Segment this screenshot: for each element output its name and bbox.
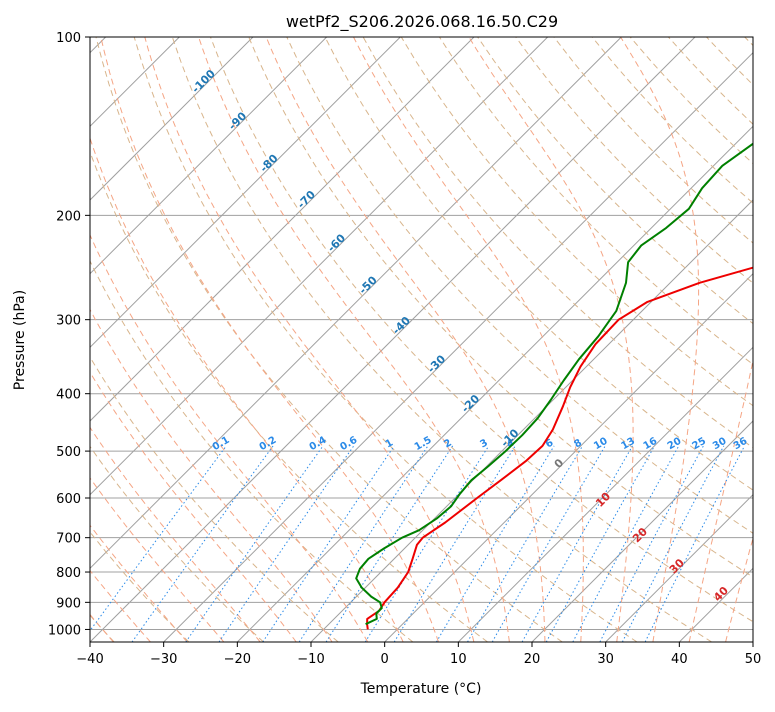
y-tick-label: 200 (56, 209, 81, 224)
x-tick-label: −30 (150, 652, 177, 667)
y-tick-label: 100 (56, 31, 81, 46)
x-tick-label: 40 (671, 652, 688, 667)
y-tick-label: 700 (56, 532, 81, 547)
x-tick-label: −10 (297, 652, 324, 667)
y-tick-label: 400 (56, 388, 81, 403)
x-tick-label: 50 (745, 652, 762, 667)
y-tick-label: 900 (56, 596, 81, 611)
x-tick-label: −40 (76, 652, 103, 667)
x-tick-label: 30 (597, 652, 614, 667)
y-tick-label: 600 (56, 492, 81, 507)
y-tick-label: 800 (56, 566, 81, 581)
x-tick-label: 0 (381, 652, 389, 667)
x-tick-label: −20 (224, 652, 251, 667)
chart-title: wetPf2_S206.2026.068.16.50.C29 (286, 12, 558, 32)
y-tick-label: 300 (56, 314, 81, 329)
y-tick-label: 1000 (48, 623, 81, 638)
x-axis-label: Temperature (°C) (360, 681, 482, 697)
x-tick-label: 20 (524, 652, 541, 667)
y-tick-label: 500 (56, 445, 81, 460)
y-axis-label: Pressure (hPa) (12, 290, 28, 390)
x-tick-label: 10 (450, 652, 467, 667)
